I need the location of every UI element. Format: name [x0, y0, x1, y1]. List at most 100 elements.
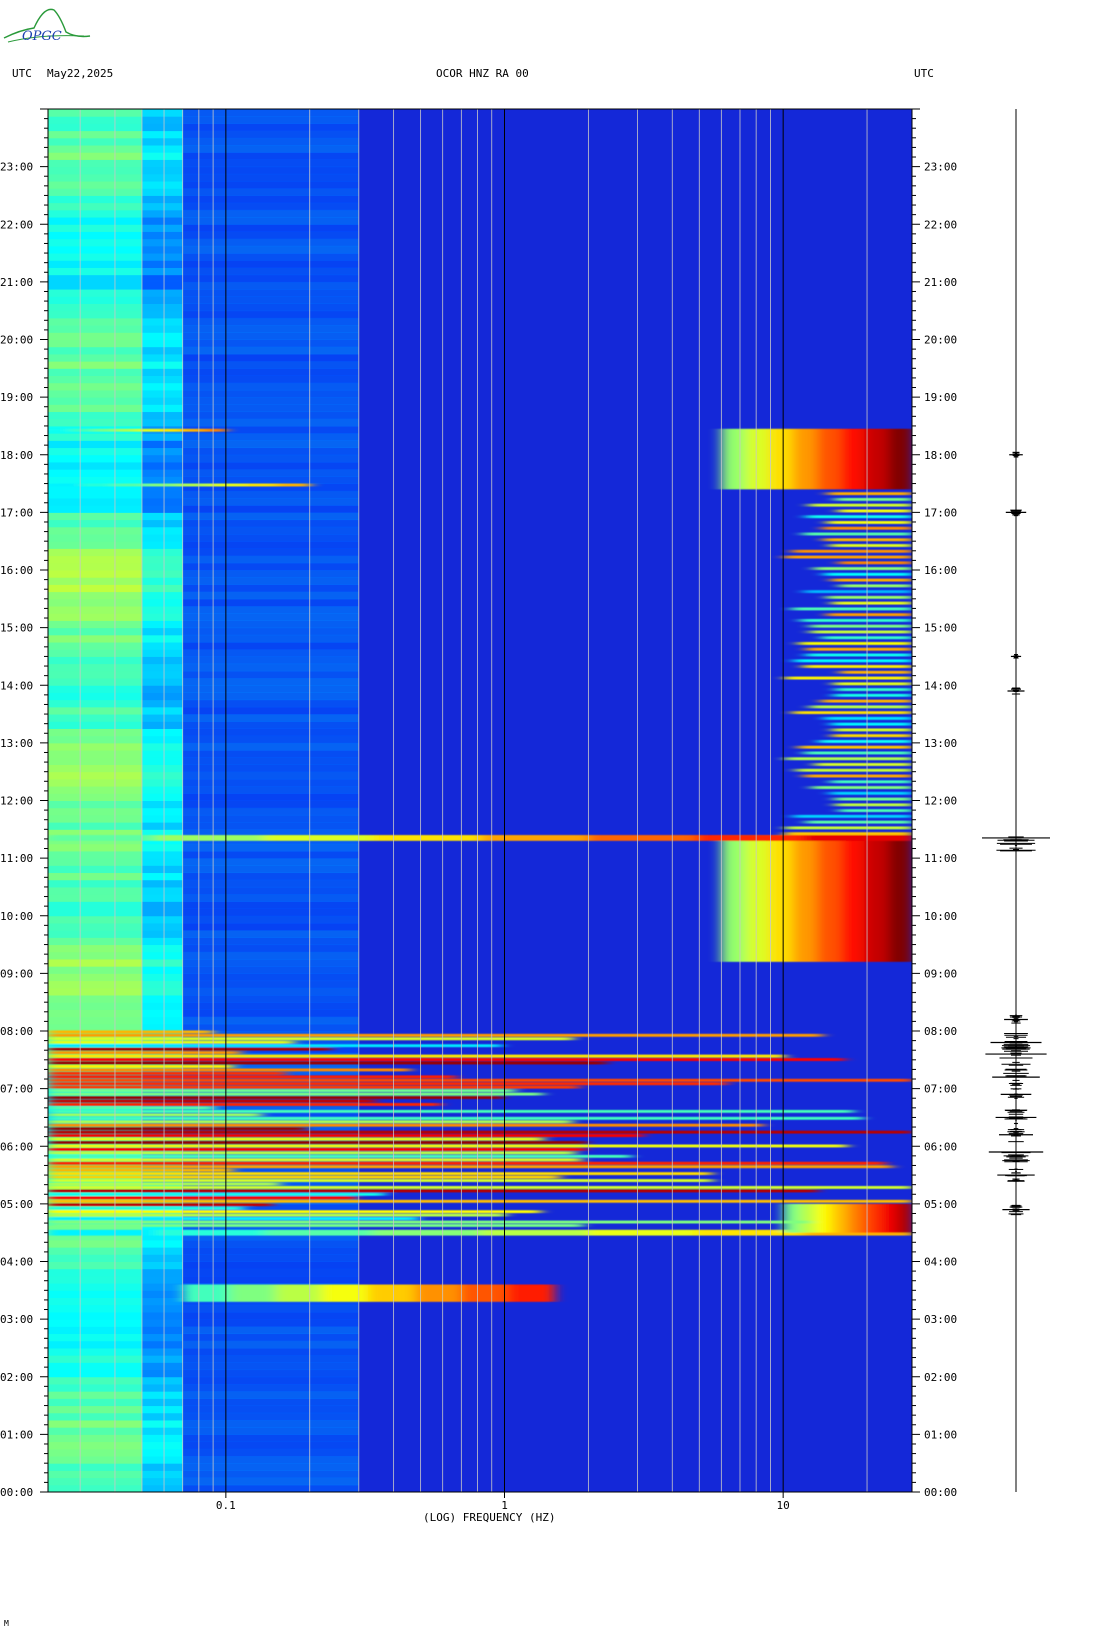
low-freq-band-cell: [182, 397, 359, 405]
low-freq-band-cell: [141, 872, 183, 881]
low-freq-band-cell: [141, 584, 183, 593]
event-cell: [372, 835, 481, 841]
low-freq-band-cell: [141, 1455, 183, 1464]
low-freq-band-cell: [182, 166, 359, 175]
time-tick-label: 05:00: [924, 1198, 957, 1211]
low-freq-band-cell: [141, 418, 183, 427]
low-freq-band-cell: [48, 980, 142, 989]
low-freq-band-cell: [48, 397, 142, 405]
low-freq-band-cell: [141, 778, 183, 787]
low-freq-band-cell: [141, 930, 183, 938]
low-freq-band-cell: [182, 764, 359, 773]
low-freq-band-cell: [48, 1448, 142, 1457]
low-freq-band-cell: [48, 152, 142, 160]
event-streak: [48, 1147, 586, 1151]
low-freq-band-cell: [48, 1088, 142, 1097]
low-freq-band-cell: [182, 944, 359, 953]
event-streak: [48, 1068, 411, 1072]
event-streak: [48, 1051, 241, 1055]
low-freq-band-cell: [48, 1261, 142, 1270]
low-freq-band-cell: [182, 368, 359, 377]
low-freq-band-cell: [48, 656, 142, 665]
low-freq-band-cell: [182, 966, 359, 974]
low-freq-band-cell: [182, 145, 359, 153]
time-tick-label: 18:00: [0, 449, 33, 462]
low-freq-band-cell: [182, 1203, 359, 1212]
time-tick-label: 11:00: [924, 852, 957, 865]
event-streak: [791, 549, 912, 553]
low-freq-band-cell: [141, 209, 183, 218]
event-streak: [48, 1096, 504, 1099]
low-freq-band-cell: [141, 440, 183, 449]
low-freq-band-cell: [182, 642, 359, 650]
event-streak: [826, 613, 912, 617]
event-cell: [136, 428, 161, 432]
event-cell: [48, 483, 82, 487]
low-freq-band-cell: [182, 1362, 359, 1371]
low-freq-band-cell: [141, 678, 183, 686]
low-freq-band-cell: [141, 1427, 183, 1435]
event-streak: [820, 699, 912, 703]
event-streak: [48, 1154, 632, 1158]
low-freq-band-cell: [141, 181, 183, 189]
frequency-axis: 0.1 1 10: [216, 1492, 790, 1512]
event-streak: [48, 1130, 912, 1134]
low-freq-band-cell: [141, 346, 183, 355]
low-freq-band-cell: [182, 692, 359, 701]
low-freq-band-cell: [48, 1225, 142, 1234]
event-streak: [805, 515, 912, 519]
low-freq-band-cell: [48, 620, 142, 629]
low-freq-band-cell: [182, 195, 359, 204]
low-freq-band-cell: [48, 339, 142, 348]
low-freq-band-cell: [141, 1311, 183, 1320]
low-freq-band-cell: [182, 497, 359, 506]
low-freq-band-cell: [48, 389, 142, 398]
low-freq-band-cell: [182, 1023, 359, 1032]
low-freq-band-cell: [141, 606, 183, 614]
low-freq-band-cell: [141, 361, 183, 369]
low-freq-band-cell: [141, 332, 183, 340]
low-freq-band-cell: [48, 1023, 142, 1032]
low-freq-band-cell: [182, 1088, 359, 1097]
low-freq-band-cell: [141, 245, 183, 254]
low-freq-band-cell: [182, 483, 359, 492]
low-freq-band-cell: [182, 562, 359, 571]
low-freq-band-cell: [182, 807, 359, 816]
event-streak: [810, 630, 912, 634]
event-cell: [229, 1284, 277, 1302]
low-freq-band-cell: [48, 353, 142, 362]
event-streak: [791, 607, 912, 611]
event-streak: [48, 1213, 507, 1217]
footer-mark: M: [4, 1619, 9, 1628]
low-freq-band-cell: [141, 742, 183, 751]
low-freq-band-cell: [182, 901, 359, 910]
event-streak: [48, 1134, 644, 1138]
event-streak: [48, 1030, 214, 1034]
event-streak: [48, 1144, 848, 1148]
low-freq-band-cell: [141, 850, 183, 859]
low-freq-band-cell: [182, 786, 359, 794]
low-freq-band-cell: [48, 209, 142, 218]
low-freq-band-cell: [182, 800, 359, 809]
low-freq-band-cell: [141, 281, 183, 290]
low-freq-band-cell: [48, 1247, 142, 1255]
low-freq-band-cell: [141, 382, 183, 391]
low-freq-band-cell: [48, 317, 142, 326]
event-cell: [696, 1229, 805, 1236]
low-freq-band-cell: [182, 425, 359, 434]
low-freq-band-cell: [141, 145, 183, 153]
low-freq-band-cell: [182, 267, 359, 276]
time-tick-label: 16:00: [924, 564, 957, 577]
time-axis-left: 00:00 01:00 02:00 03:00 04:00 05:00 06:00 07:00…: [0, 108, 48, 1499]
event-cell: [264, 1229, 373, 1236]
left-timezone-label: UTC: [12, 67, 32, 80]
low-freq-band-cell: [48, 555, 142, 564]
low-freq-band-cell: [182, 1434, 359, 1443]
event-streak: [838, 809, 912, 813]
event-streak: [823, 538, 912, 542]
low-freq-band-cell: [182, 375, 359, 384]
event-streak: [826, 595, 912, 599]
event-cell: [799, 1203, 817, 1233]
low-freq-band-cell: [182, 1167, 359, 1176]
low-freq-band-cell: [182, 793, 359, 801]
